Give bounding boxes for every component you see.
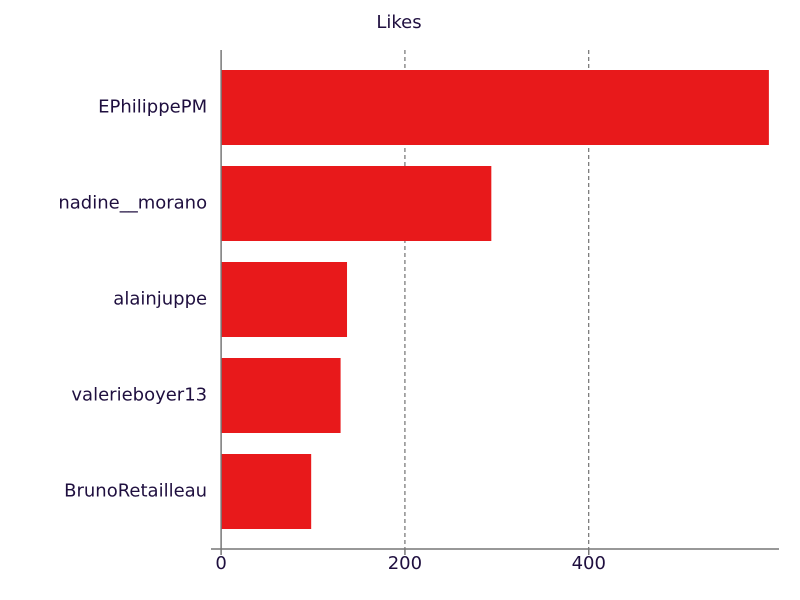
x-tick-label: 0 [215,553,226,574]
y-tick-label: EPhilippePM [98,97,207,118]
y-tick-label: BrunoRetailleau [64,481,207,502]
bar [221,262,348,337]
chart-title: Likes [376,12,421,33]
bar [221,454,312,529]
y-tick-label: alainjuppe [113,289,207,310]
bar [221,358,341,433]
x-tick-label: 200 [388,553,422,574]
bar [221,70,769,145]
bar [221,166,492,241]
y-tick-label: nadine__morano [58,193,207,214]
x-tick-label: 400 [572,553,606,574]
y-tick-label: valerieboyer13 [71,385,207,406]
